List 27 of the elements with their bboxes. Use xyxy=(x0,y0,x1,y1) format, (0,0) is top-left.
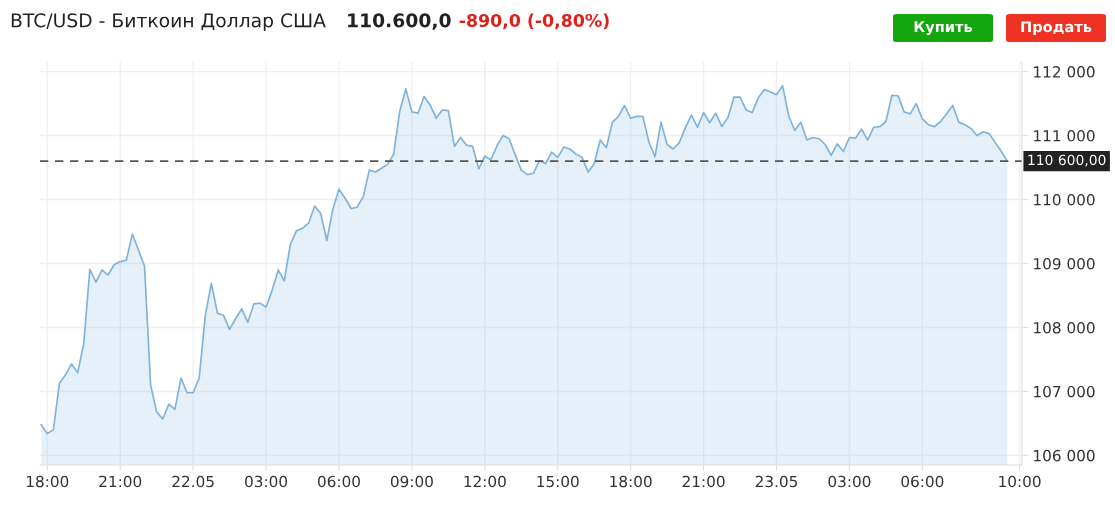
chart-subtitle: 110.600,0 xyxy=(348,13,451,30)
y-tick-label: 106 000 xyxy=(1034,449,1095,462)
x-tick-label: 15:00 xyxy=(537,475,579,488)
y-tick-label: 108 000 xyxy=(1034,321,1095,334)
y-tick-label: 112 000 xyxy=(1034,66,1095,78)
text: Продать xyxy=(1021,21,1092,36)
x-tick-label: 06:00 xyxy=(901,475,944,488)
y-tick-label: 109 000 xyxy=(1034,257,1095,270)
x-tick-label: 03:00 xyxy=(245,475,288,488)
x-tick-label: 18:00 xyxy=(26,475,69,488)
text: Купить xyxy=(914,21,973,36)
y-tick-label: 110 000 xyxy=(1034,194,1095,206)
text: -890,0 (-0,80%) xyxy=(459,13,609,30)
x-tick-label: 18:00 xyxy=(610,475,652,488)
chart-title: BTC/USD - Биткоин Доллар США xyxy=(11,13,326,32)
ref-line-label: 110 600,00 xyxy=(1028,154,1106,167)
x-tick-label: 23.05 xyxy=(755,475,798,488)
x-tick-label: 09:00 xyxy=(390,475,433,488)
y-tick-label: 111 000 xyxy=(1034,130,1095,142)
x-tick-label: 06:00 xyxy=(317,475,360,488)
x-tick-label: 22.05 xyxy=(172,475,214,488)
x-tick-label: 21:00 xyxy=(682,475,725,488)
x-tick-label: 12:00 xyxy=(464,475,506,488)
x-tick-label: 21:00 xyxy=(99,475,142,488)
x-tick-label: 03:00 xyxy=(828,475,871,488)
x-tick-label: 10:00 xyxy=(999,475,1041,488)
y-tick-label: 107 000 xyxy=(1034,385,1095,398)
